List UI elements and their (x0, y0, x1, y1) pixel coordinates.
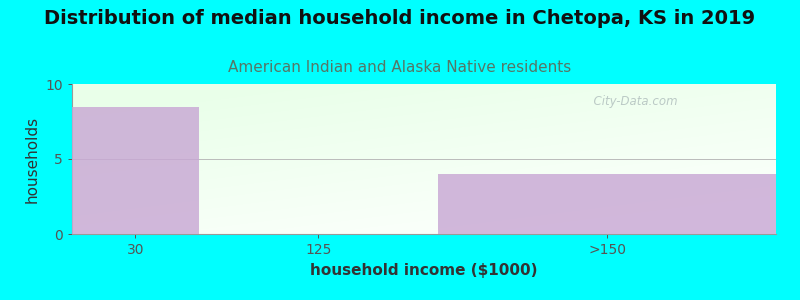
X-axis label: household income ($1000): household income ($1000) (310, 262, 538, 278)
Bar (72, 106, 198, 234)
Bar (438, 174, 776, 234)
Text: American Indian and Alaska Native residents: American Indian and Alaska Native reside… (228, 60, 572, 75)
Y-axis label: households: households (25, 116, 40, 202)
Text: Distribution of median household income in Chetopa, KS in 2019: Distribution of median household income … (45, 9, 755, 28)
Text: City-Data.com: City-Data.com (586, 95, 678, 109)
